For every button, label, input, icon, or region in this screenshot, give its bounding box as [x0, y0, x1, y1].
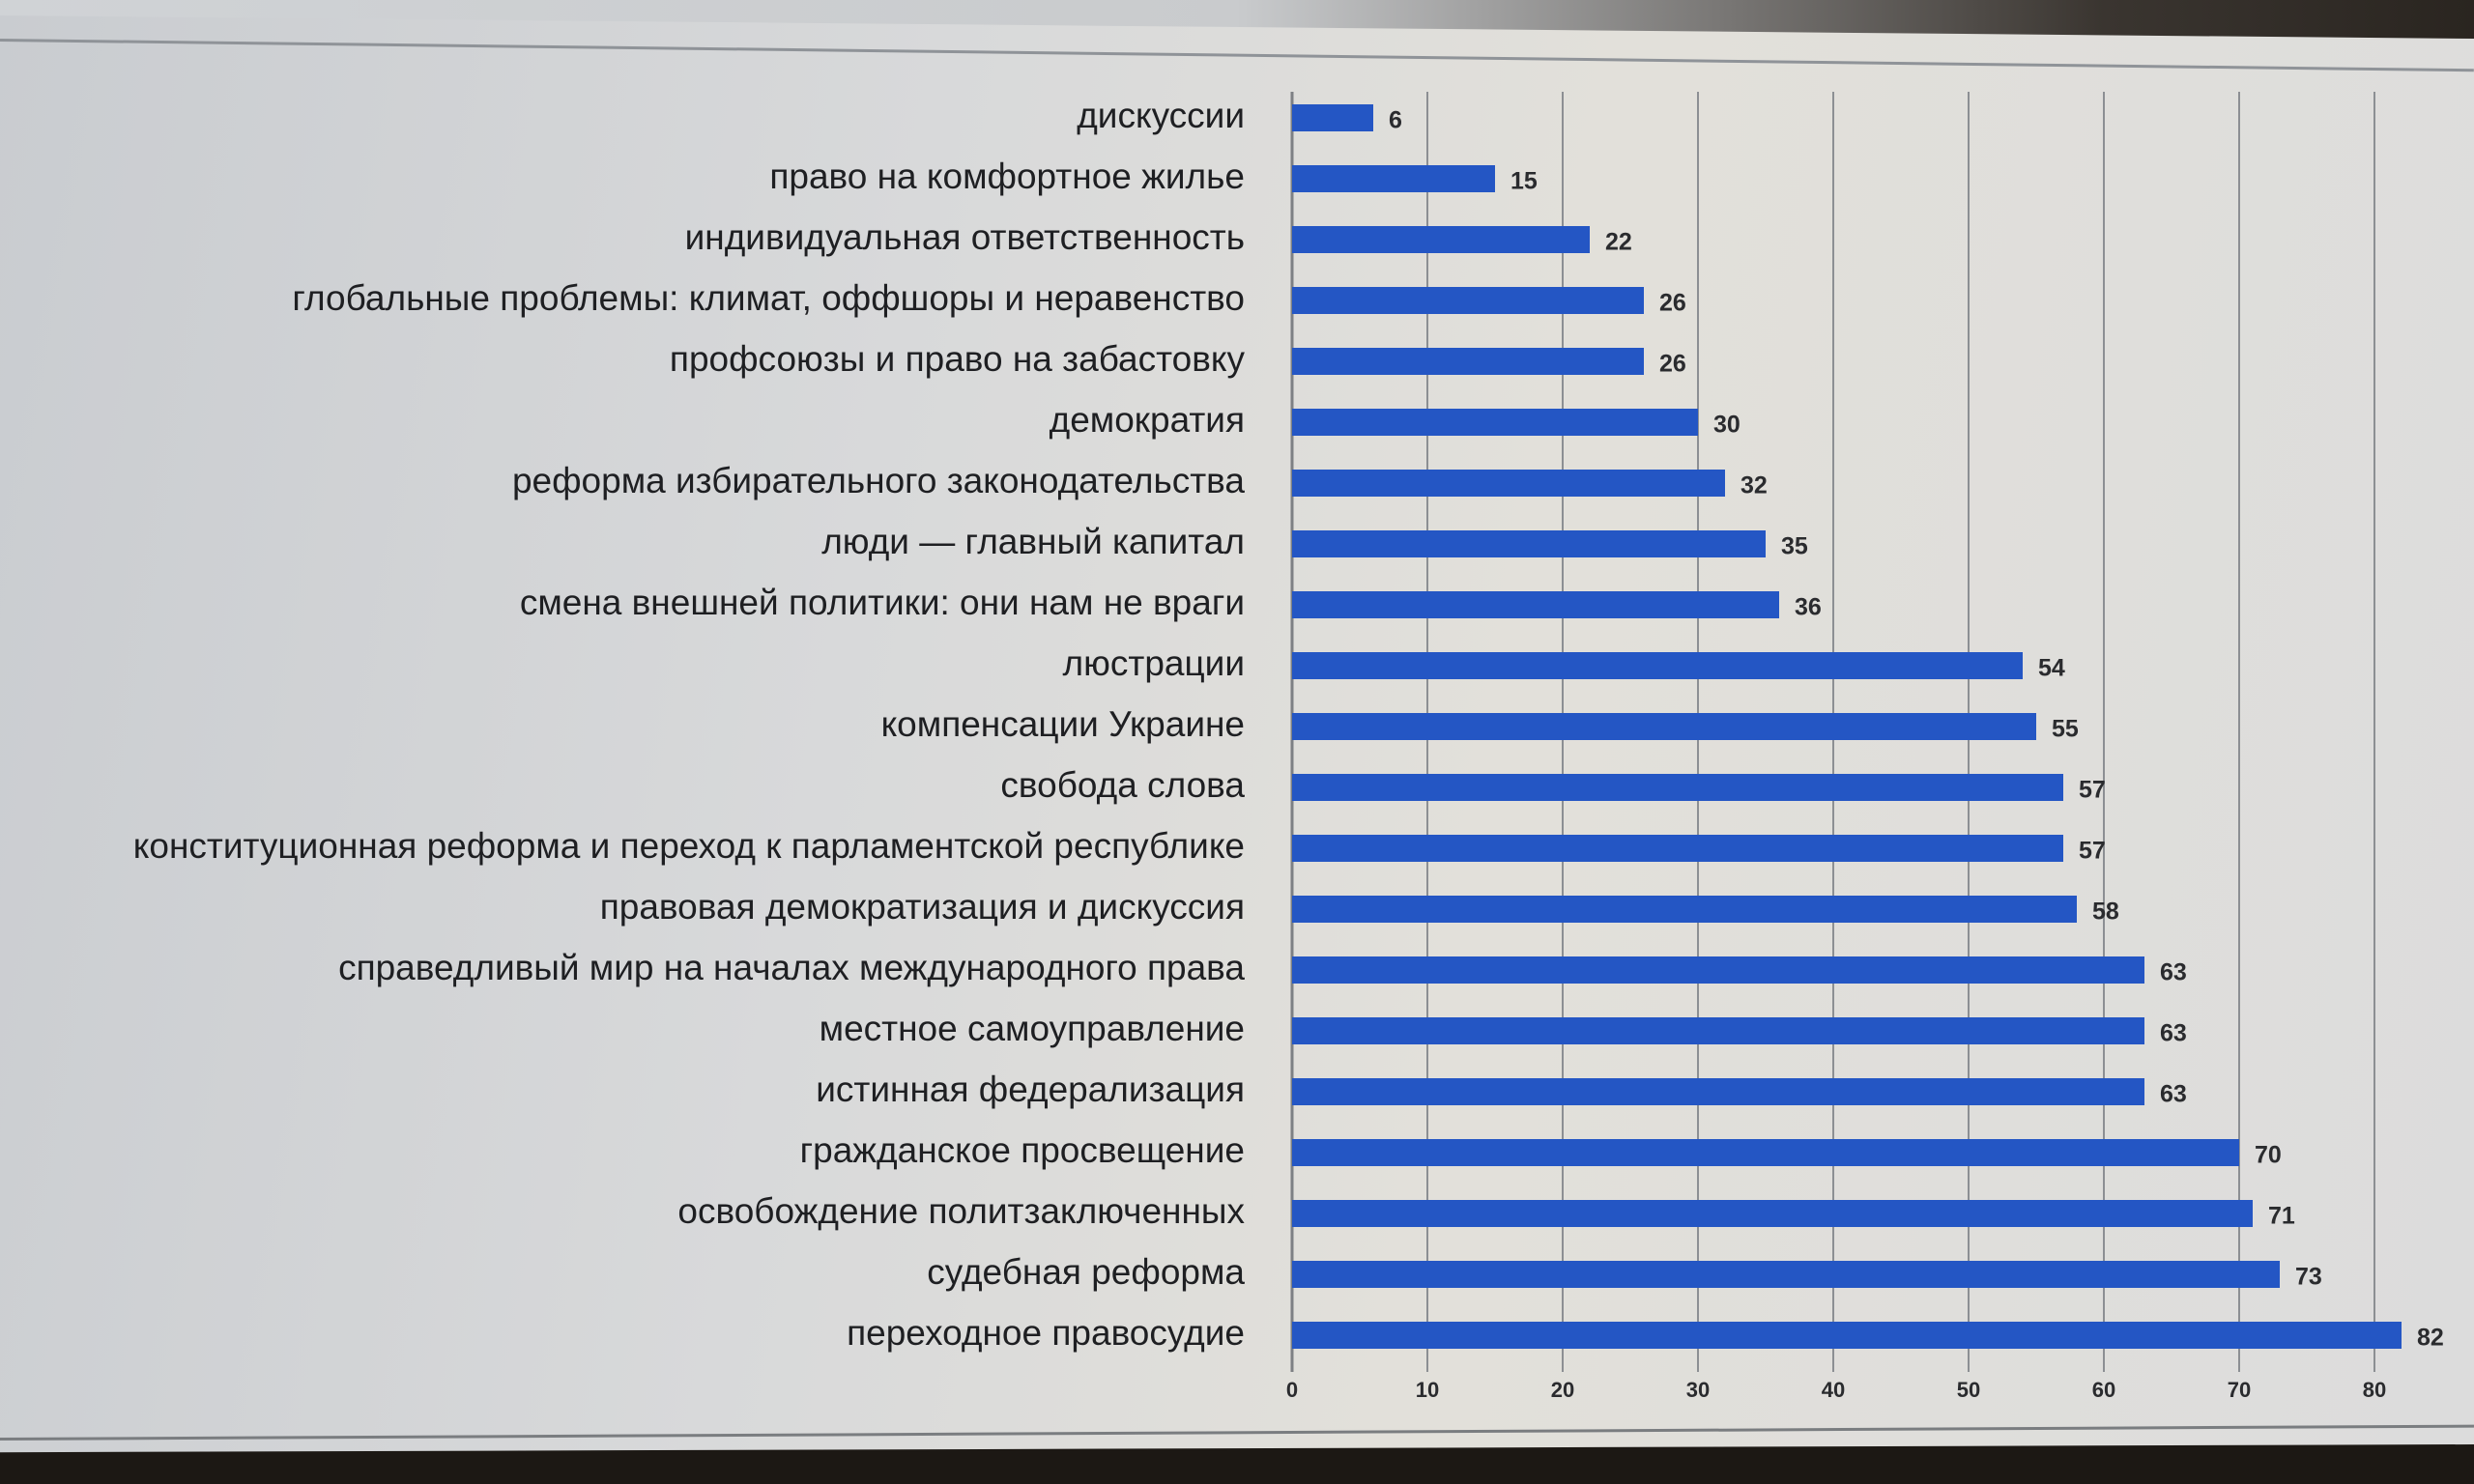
data-label: 73: [2295, 1264, 2322, 1291]
data-label: 63: [2160, 1020, 2187, 1047]
data-label: 57: [2079, 777, 2106, 804]
bar: [1292, 1139, 2239, 1166]
data-label: 63: [2160, 1081, 2187, 1108]
data-label: 54: [2038, 655, 2065, 682]
x-tick-label: 10: [1416, 1378, 1439, 1402]
data-label: 70: [2255, 1142, 2282, 1169]
data-label: 57: [2079, 838, 2106, 865]
category-label: компенсации Украине: [881, 704, 1245, 744]
x-tick-label: 20: [1551, 1378, 1574, 1402]
bar: [1292, 896, 2077, 923]
category-label: люди — главный капитал: [821, 522, 1245, 561]
data-label: 26: [1659, 351, 1686, 378]
bar: [1292, 104, 1373, 131]
category-label: индивидуальная ответственность: [685, 217, 1245, 257]
bar: [1292, 226, 1590, 253]
bar: [1292, 591, 1779, 618]
data-label: 26: [1659, 290, 1686, 317]
bar: [1292, 348, 1644, 375]
data-label: 15: [1510, 168, 1538, 195]
category-label: судебная реформа: [927, 1252, 1245, 1292]
data-label: 82: [2417, 1325, 2444, 1352]
category-label: конституционная реформа и переход к парл…: [133, 826, 1245, 866]
category-label: справедливый мир на началах международно…: [338, 948, 1245, 987]
data-label: 35: [1781, 533, 1808, 560]
data-label: 22: [1605, 229, 1632, 256]
x-tick-label: 80: [2363, 1378, 2386, 1402]
category-label: дискуссии: [1077, 96, 1245, 135]
bar: [1292, 774, 2063, 801]
bar: [1292, 1261, 2280, 1288]
x-tick-label: 60: [2092, 1378, 2115, 1402]
data-label: 32: [1740, 472, 1768, 499]
bar: [1292, 1322, 2402, 1349]
x-tick-label: 70: [2228, 1378, 2251, 1402]
category-label: смена внешней политики: они нам не враги: [520, 583, 1245, 622]
bar: [1292, 1200, 2253, 1227]
category-label: свобода слова: [1000, 765, 1245, 805]
category-label: демократия: [1050, 400, 1245, 440]
data-label: 63: [2160, 959, 2187, 986]
bar: [1292, 956, 2144, 984]
x-tick-label: 50: [1957, 1378, 1980, 1402]
category-label: профсоюзы и право на забастовку: [670, 339, 1246, 379]
category-label: правовая демократизация и дискуссия: [600, 887, 1245, 927]
category-label: освобождение политзаключенных: [677, 1191, 1245, 1231]
x-tick-label: 40: [1822, 1378, 1845, 1402]
bar: [1292, 470, 1725, 497]
data-label: 6: [1389, 107, 1402, 134]
data-label: 36: [1795, 594, 1822, 621]
data-label: 58: [2092, 899, 2119, 926]
screen-bottom-edge: [0, 1444, 2474, 1484]
bar: [1292, 835, 2063, 862]
category-label: гражданское просвещение: [800, 1130, 1245, 1170]
category-label: реформа избирательного законодательства: [512, 461, 1245, 500]
data-label: 71: [2268, 1203, 2295, 1230]
bar: [1292, 287, 1644, 314]
x-tick-label: 0: [1286, 1378, 1298, 1402]
category-label: истинная федерализация: [816, 1070, 1245, 1109]
x-tick-label: 30: [1686, 1378, 1710, 1402]
bar: [1292, 652, 2023, 679]
bar: [1292, 713, 2036, 740]
bar: [1292, 165, 1495, 192]
category-label: местное самоуправление: [820, 1009, 1245, 1048]
category-label: глобальные проблемы: климат, оффшоры и н…: [292, 278, 1245, 318]
bar: [1292, 530, 1766, 557]
bar: [1292, 409, 1698, 436]
category-label: право на комфортное жилье: [769, 157, 1245, 196]
data-label: 55: [2052, 716, 2079, 743]
data-label: 30: [1713, 412, 1740, 439]
category-label: переходное правосудие: [847, 1313, 1245, 1353]
category-label: люстрации: [1063, 643, 1245, 683]
bar: [1292, 1078, 2144, 1105]
bar: [1292, 1017, 2144, 1044]
